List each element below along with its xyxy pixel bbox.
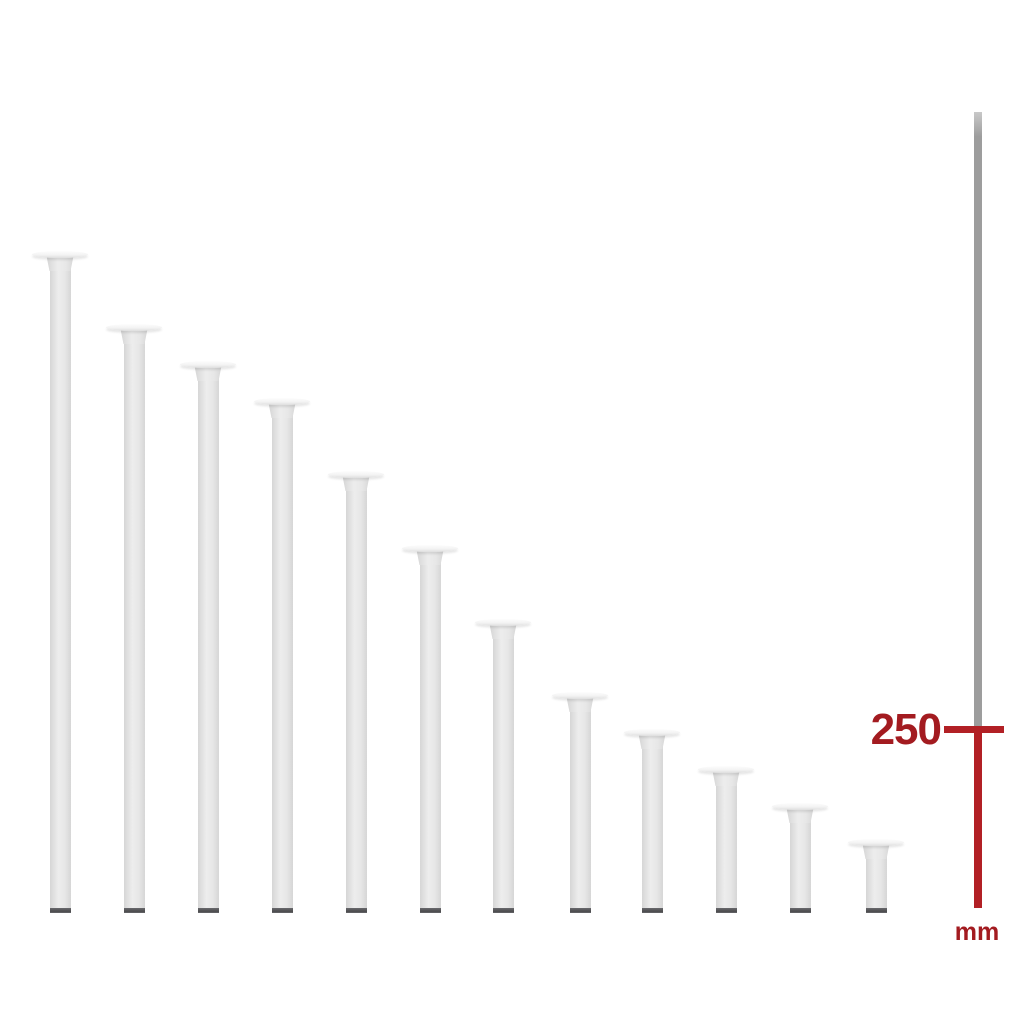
leg-column: [123, 329, 145, 913]
leg-foot: [419, 908, 441, 913]
leg-600mm: [328, 471, 384, 913]
leg-top-plate: [552, 692, 608, 699]
leg-foot: [865, 908, 887, 913]
leg-top-plate: [106, 324, 162, 331]
leg-700mm: [254, 398, 310, 913]
leg-neck: [712, 771, 740, 786]
leg-top-plate: [254, 398, 310, 405]
leg-900mm: [32, 251, 88, 913]
leg-foot: [569, 908, 591, 913]
leg-neck: [416, 550, 444, 565]
leg-neck: [342, 476, 370, 491]
leg-top-plate: [402, 545, 458, 552]
leg-column: [419, 550, 441, 913]
leg-neck: [786, 808, 814, 823]
leg-column: [345, 476, 367, 913]
leg-foot: [271, 908, 293, 913]
leg-neck: [638, 734, 666, 749]
leg-foot: [715, 908, 737, 913]
leg-100mm: [848, 839, 904, 913]
leg-800mm: [106, 324, 162, 913]
leg-400mm: [475, 619, 531, 913]
leg-top-plate: [180, 361, 236, 368]
leg-column: [641, 734, 663, 913]
leg-top-plate: [848, 839, 904, 846]
leg-column: [271, 403, 293, 913]
leg-top-plate: [624, 729, 680, 736]
leg-column: [715, 771, 737, 913]
leg-foot: [345, 908, 367, 913]
leg-250mm: [624, 729, 680, 913]
leg-neck: [489, 624, 517, 639]
measure-unit-label: mm: [954, 918, 1000, 946]
leg-300mm: [552, 692, 608, 913]
leg-column: [197, 366, 219, 913]
leg-foot: [197, 908, 219, 913]
leg-750mm: [180, 361, 236, 913]
leg-neck: [120, 329, 148, 344]
measure-value-label: 250: [870, 705, 942, 754]
leg-150mm: [772, 803, 828, 913]
leg-column: [569, 697, 591, 913]
leg-neck: [46, 256, 74, 271]
measure-line-250mm: [974, 725, 982, 908]
leg-foot: [49, 908, 71, 913]
leg-neck: [194, 366, 222, 381]
measure-tick-250: [944, 725, 1004, 733]
leg-top-plate: [475, 619, 531, 626]
leg-column: [789, 808, 811, 913]
measure-line-upper: [974, 112, 982, 726]
leg-foot: [789, 908, 811, 913]
leg-column: [49, 256, 71, 913]
leg-foot: [641, 908, 663, 913]
leg-foot: [123, 908, 145, 913]
leg-500mm: [402, 545, 458, 913]
leg-neck: [566, 697, 594, 712]
leg-neck: [862, 844, 890, 859]
leg-top-plate: [328, 471, 384, 478]
leg-200mm: [698, 766, 754, 913]
leg-column: [865, 844, 887, 913]
leg-top-plate: [772, 803, 828, 810]
leg-top-plate: [32, 251, 88, 258]
leg-neck: [268, 403, 296, 418]
leg-foot: [492, 908, 514, 913]
leg-column: [492, 624, 514, 913]
leg-top-plate: [698, 766, 754, 773]
